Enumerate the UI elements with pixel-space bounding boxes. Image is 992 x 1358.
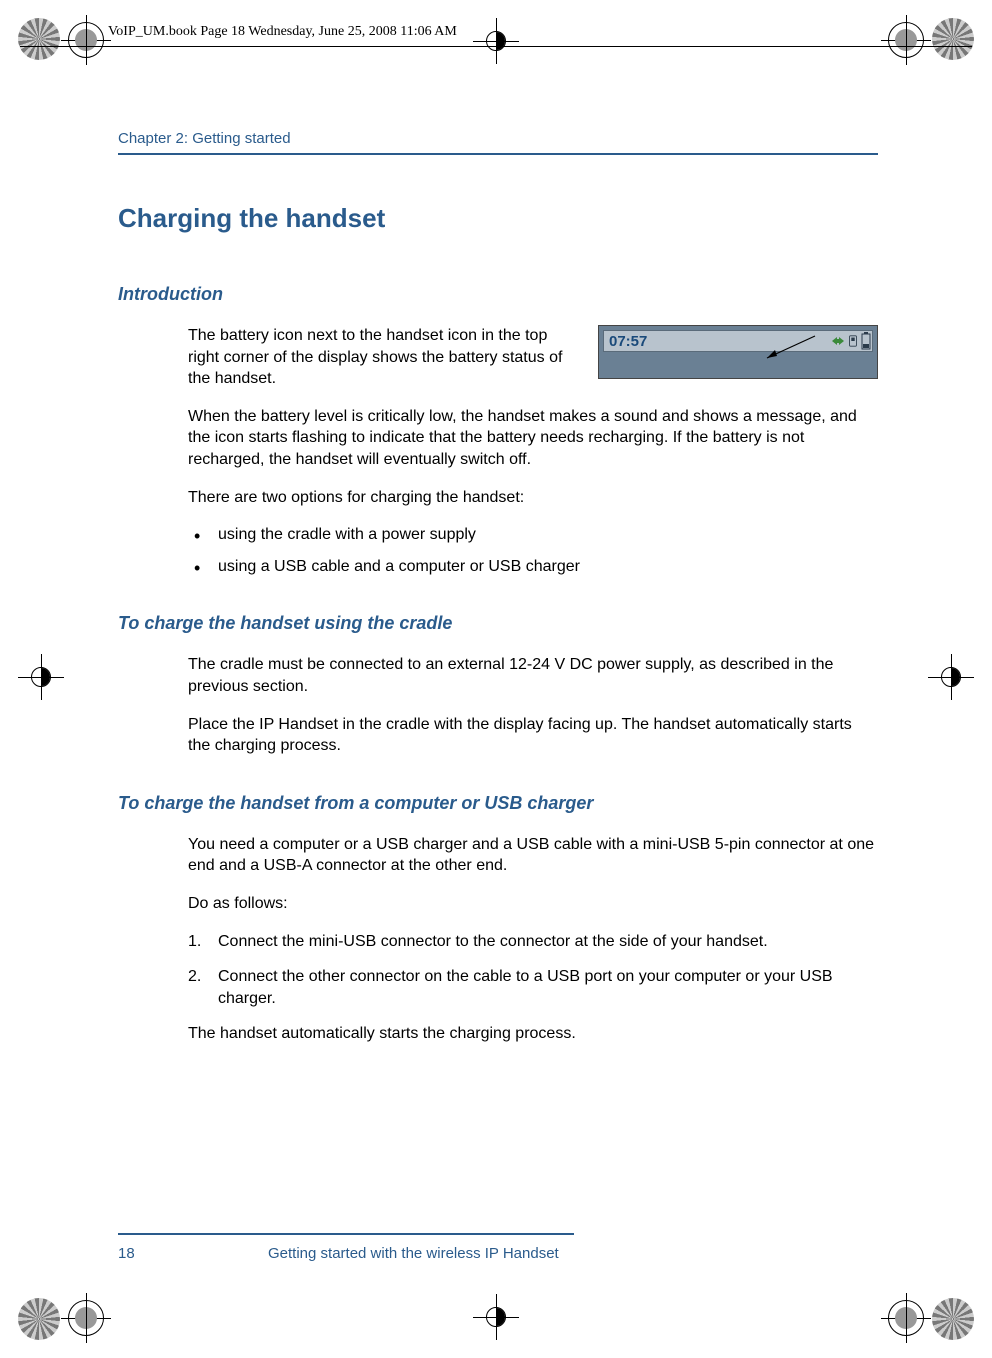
intro-p2: When the battery level is critically low… — [188, 406, 878, 471]
list-item: using the cradle with a power supply — [188, 524, 878, 546]
list-item: Connect the mini-USB connector to the co… — [188, 931, 878, 953]
section-usb-title: To charge the handset from a computer or… — [118, 793, 878, 814]
crop-disc-tr — [932, 18, 974, 60]
page-footer: 18 Getting started with the wireless IP … — [118, 1233, 878, 1262]
crop-target-tl — [68, 22, 104, 58]
crop-target-tr — [888, 22, 924, 58]
arrow-icon — [757, 334, 817, 362]
header-rule — [20, 46, 972, 47]
battery-icon — [861, 332, 871, 350]
crop-target-bl — [68, 1300, 104, 1336]
footer-title: Getting started with the wireless IP Han… — [268, 1245, 559, 1262]
print-header-text: VoIP_UM.book Page 18 Wednesday, June 25,… — [108, 24, 457, 40]
chapter-rule — [118, 153, 878, 155]
sync-icon — [831, 334, 845, 348]
list-item: Connect the other connector on the cable… — [188, 966, 878, 1009]
intro-p1: The battery icon next to the handset ico… — [188, 325, 578, 390]
section-cradle-body: The cradle must be connected to an exter… — [188, 654, 878, 756]
handset-icon — [847, 332, 859, 350]
crop-side-left — [24, 660, 58, 694]
crop-target-br — [888, 1300, 924, 1336]
section-intro-body: The battery icon next to the handset ico… — [188, 325, 878, 577]
footer-rule — [118, 1233, 574, 1235]
footer-page-number: 18 — [118, 1245, 268, 1262]
cradle-p2: Place the IP Handset in the cradle with … — [188, 714, 878, 757]
usb-p1: You need a computer or a USB charger and… — [188, 834, 878, 877]
usb-p2: Do as follows: — [188, 893, 878, 915]
crop-side-top — [479, 24, 513, 58]
crop-side-bottom — [479, 1300, 513, 1334]
chapter-label: Chapter 2: Getting started — [118, 130, 878, 147]
intro-bullets: using the cradle with a power supply usi… — [188, 524, 878, 577]
cradle-p1: The cradle must be connected to an exter… — [188, 654, 878, 697]
list-item: using a USB cable and a computer or USB … — [188, 556, 878, 578]
handset-display-screenshot: 07:57 — [598, 325, 878, 379]
usb-steps: Connect the mini-USB connector to the co… — [188, 931, 878, 1010]
section-intro-title: Introduction — [118, 284, 878, 305]
section-usb-body: You need a computer or a USB charger and… — [188, 834, 878, 1045]
page-content: Chapter 2: Getting started Charging the … — [118, 130, 878, 1061]
section-cradle-title: To charge the handset using the cradle — [118, 613, 878, 634]
screenshot-time: 07:57 — [609, 332, 647, 352]
crop-disc-bl — [18, 1298, 60, 1340]
crop-disc-br — [932, 1298, 974, 1340]
crop-disc-tl — [18, 18, 60, 60]
intro-p3: There are two options for charging the h… — [188, 487, 878, 509]
crop-side-right — [934, 660, 968, 694]
page-title: Charging the handset — [118, 203, 878, 234]
usb-p3: The handset automatically starts the cha… — [188, 1023, 878, 1045]
